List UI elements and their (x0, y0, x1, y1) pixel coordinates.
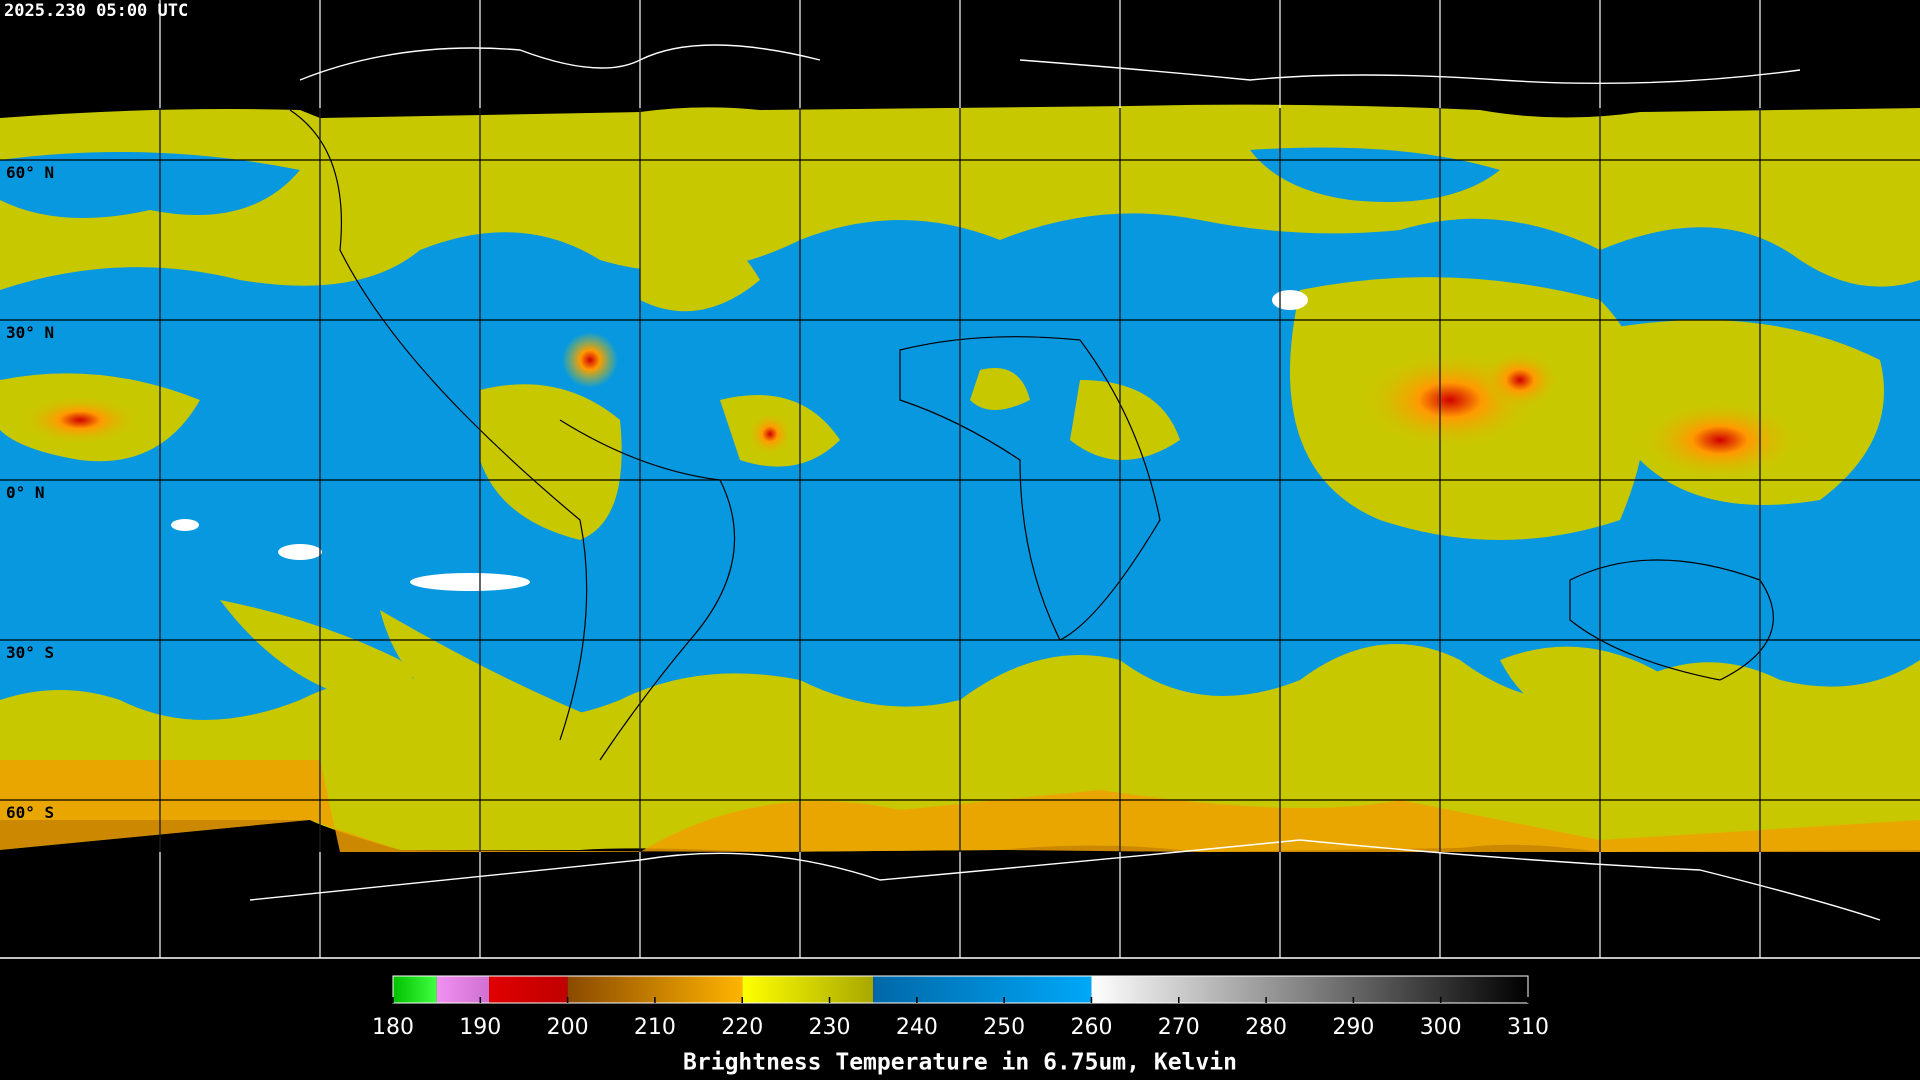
latitude-label: 60° N (6, 163, 54, 182)
colorbar-tick-label: 280 (1245, 1015, 1287, 1040)
latitude-label: 60° S (6, 803, 54, 822)
latitude-label: 30° N (6, 323, 54, 342)
colorbar-segment (873, 976, 1092, 1003)
colorbar-segment (393, 976, 437, 1003)
colorbar: 180 190 200 210 220 230 240 250 260 270 280 290 300 3… (372, 975, 1549, 1040)
colorbar-segment (742, 976, 874, 1003)
colorbar-tick-label: 230 (809, 1015, 851, 1040)
colorbar-title: Brightness Temperature in 6.75um, Kelvin (683, 1050, 1237, 1076)
colorbar-segment (436, 976, 490, 1003)
colorbar-tick-label: 190 (459, 1015, 501, 1040)
colorbar-tick-label: 180 (372, 1015, 414, 1040)
colorbar-tick-label: 270 (1158, 1015, 1200, 1040)
colorbar-segment (489, 976, 568, 1003)
latitude-label: 30° S (6, 643, 54, 662)
colorbar-tick-label: 260 (1070, 1015, 1112, 1040)
colorbar-segment (1091, 976, 1528, 1003)
colorbar-tick-label: 210 (634, 1015, 676, 1040)
colorbar-tick-label: 240 (896, 1015, 938, 1040)
timestamp: 2025.230 05:00 UTC (4, 1, 188, 21)
colorbar-tick-label: 300 (1420, 1015, 1462, 1040)
graticule (159, 0, 1761, 958)
latitude-labels: 60° N 30° N 0° N 30° S 60° S (6, 163, 54, 822)
colorbar-tick-label: 250 (983, 1015, 1025, 1040)
colorbar-tick-label: 310 (1507, 1015, 1549, 1040)
colorbar-tick-label: 290 (1332, 1015, 1374, 1040)
colorbar-frame (392, 975, 1529, 1004)
latitude-label: 0° N (6, 483, 45, 502)
colorbar-tick-label: 200 (547, 1015, 589, 1040)
colorbar-tick-label: 220 (721, 1015, 763, 1040)
